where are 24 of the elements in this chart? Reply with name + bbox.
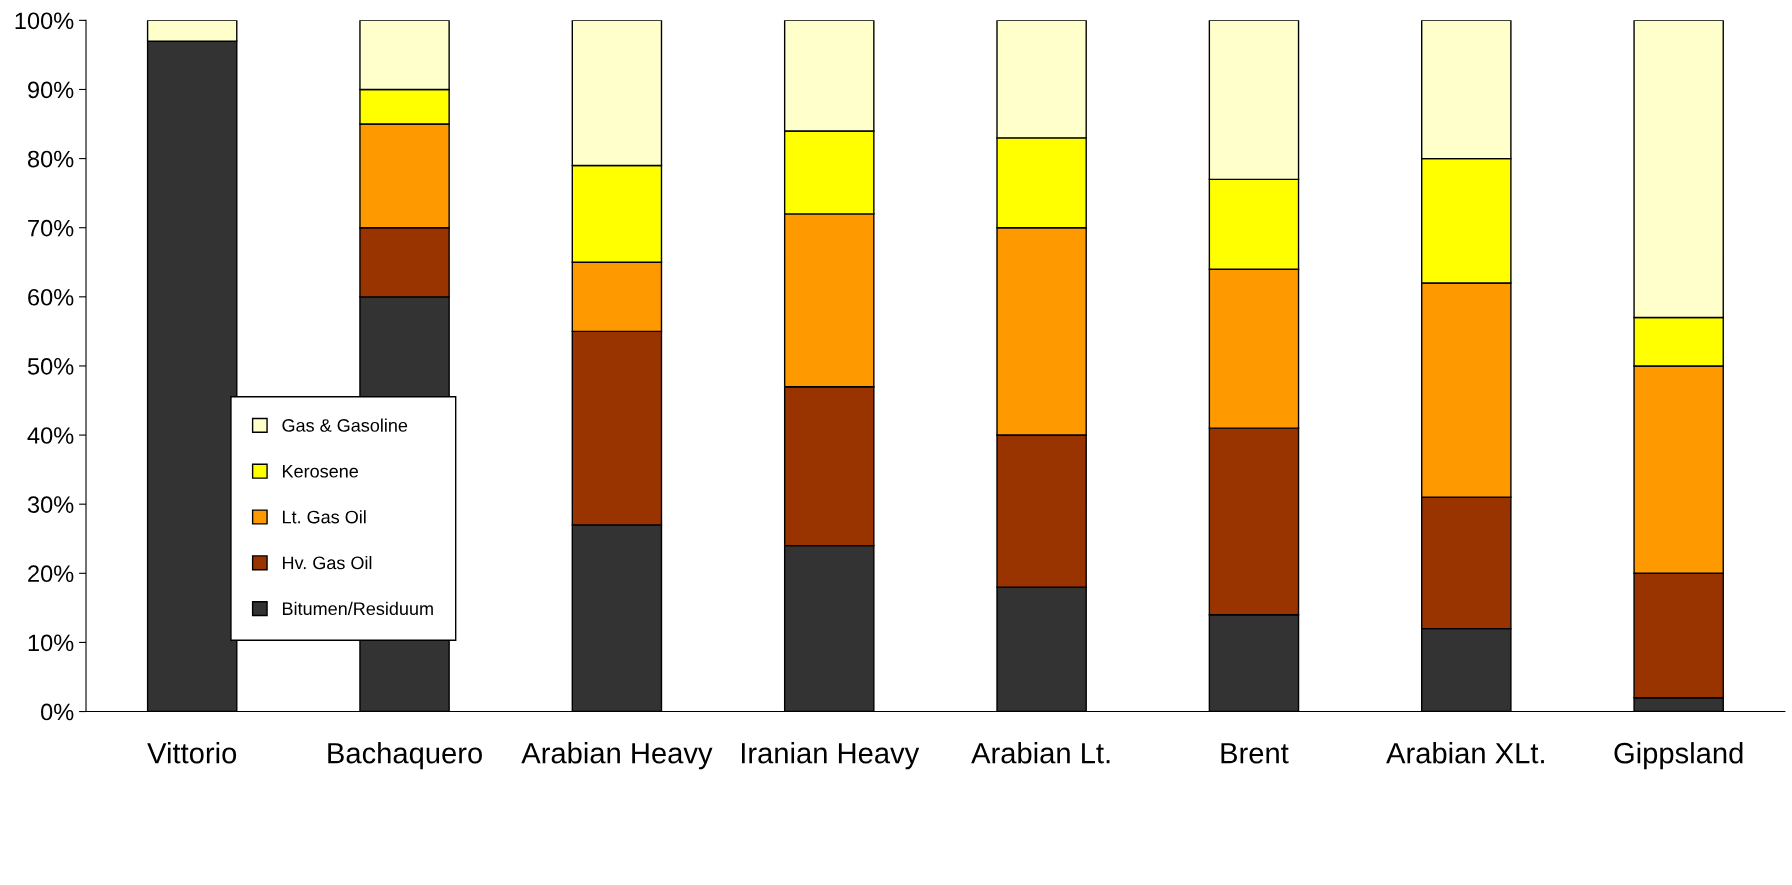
legend-label: Lt. Gas Oil <box>282 510 366 524</box>
x-tick-label: Vittorio <box>147 742 237 764</box>
y-tick-label: 10% <box>28 634 74 652</box>
x-tick-label: Arabian XLt. <box>1386 742 1544 764</box>
x-tick-label: Arabian Heavy <box>521 742 713 770</box>
y-tick-label: 30% <box>27 496 74 513</box>
y-tick-label: 20% <box>28 565 74 583</box>
y-tick-label: 50% <box>27 358 74 375</box>
y-tick-label: 100% <box>15 12 74 30</box>
y-tick-label: 40% <box>27 427 74 444</box>
y-tick-label: 70% <box>28 219 74 237</box>
y-tick-label: 80% <box>27 150 74 168</box>
x-tick-label: Gippsland <box>1614 742 1743 770</box>
legend-label: Kerosene <box>282 465 358 478</box>
y-tick-label: 90% <box>28 81 74 99</box>
x-tick-label: Bachaquero <box>328 742 482 770</box>
legend-label: Bitumen/Residuum <box>282 601 433 616</box>
x-tick-label: Arabian Lt. <box>971 742 1110 764</box>
legend-label: Hv. Gas Oil <box>282 555 372 570</box>
y-tick-label: 0% <box>41 703 74 721</box>
y-tick-label: 60% <box>28 288 74 306</box>
x-tick-label: Iranian Heavy <box>741 742 920 770</box>
x-tick-label: Brent <box>1221 743 1289 764</box>
legend-label: Gas & Gasoline <box>282 418 408 432</box>
